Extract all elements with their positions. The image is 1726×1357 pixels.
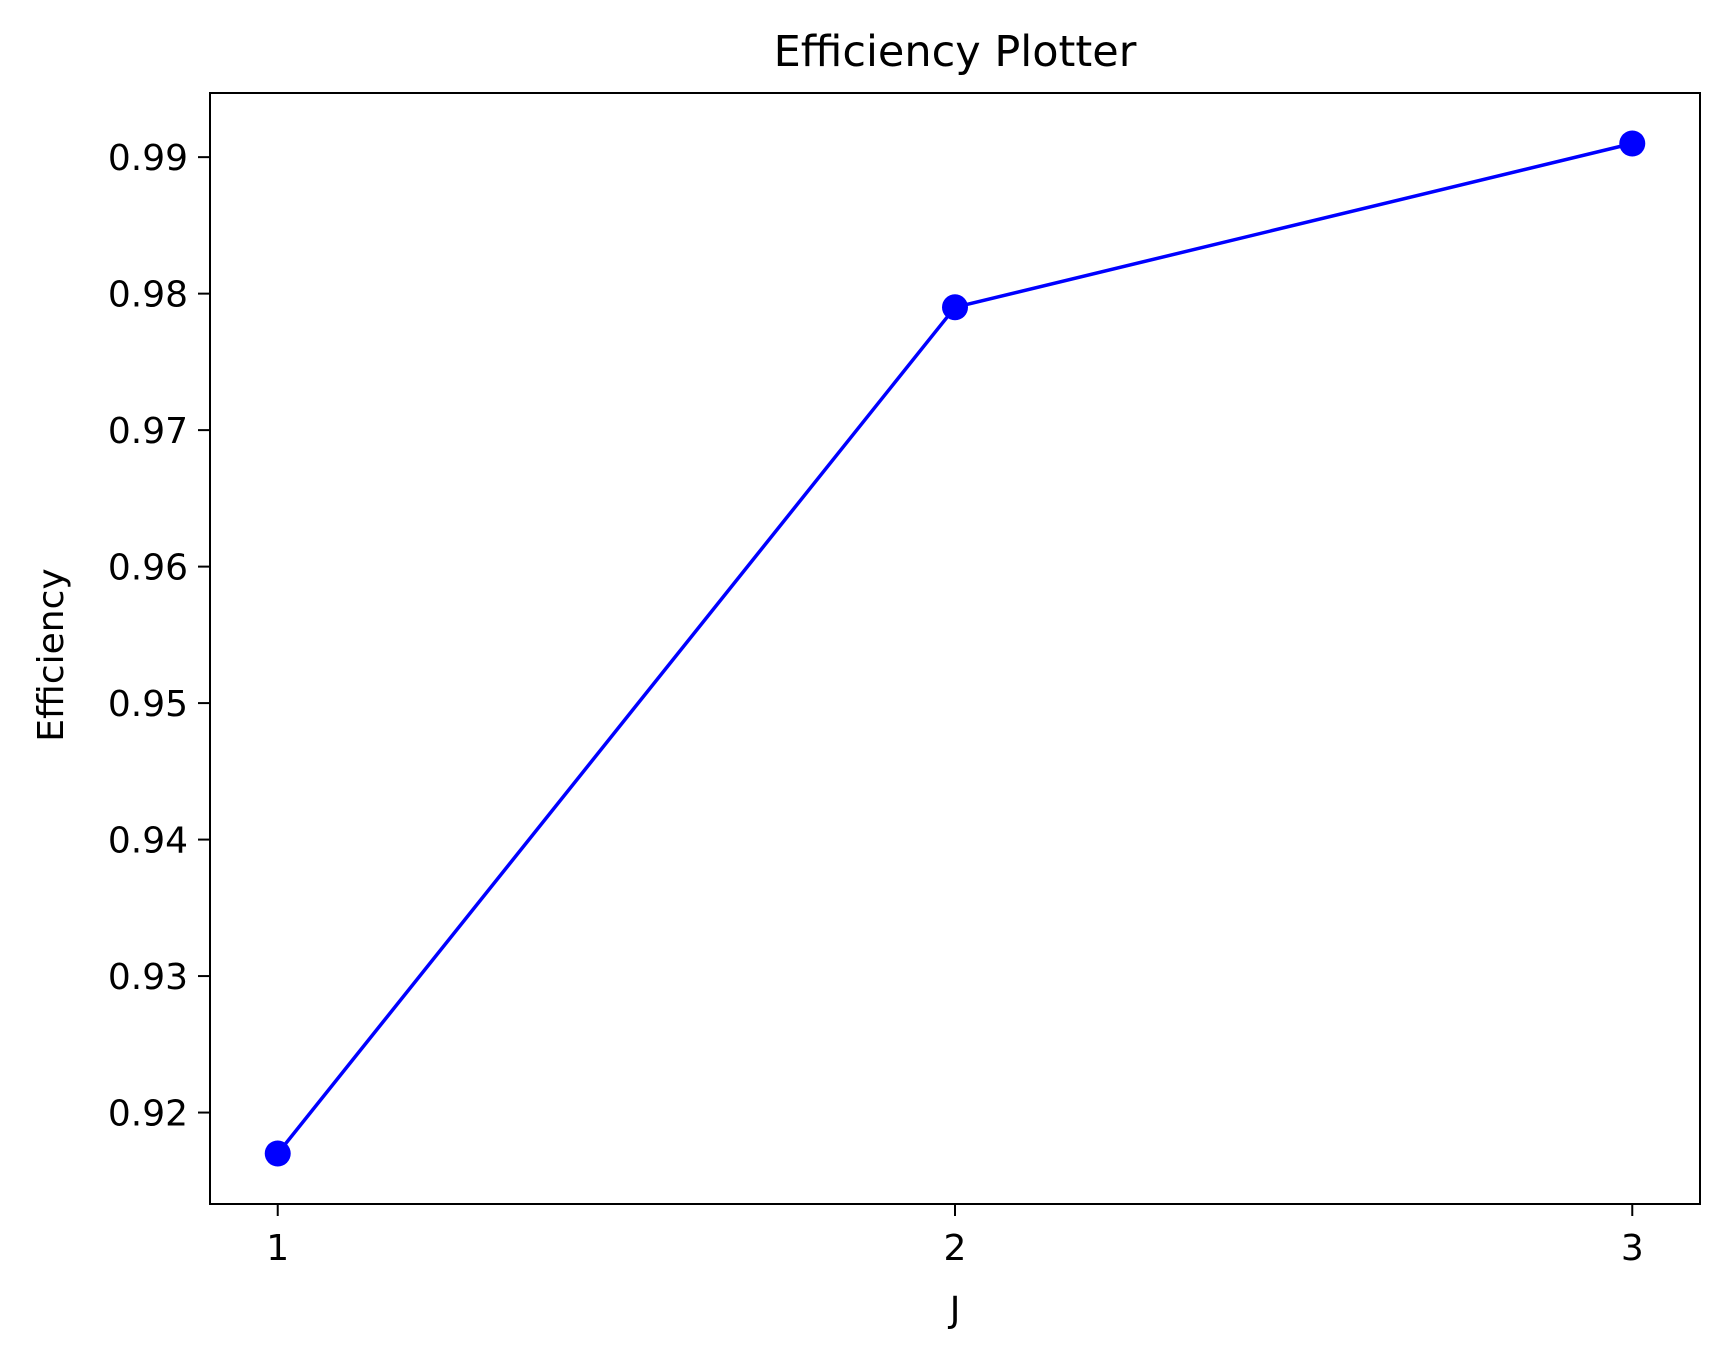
x-tick-label: 1	[266, 1228, 289, 1269]
x-axis-title: J	[948, 1290, 961, 1331]
x-tick-label: 2	[944, 1228, 967, 1269]
data-point	[264, 1140, 291, 1167]
y-tick-label: 0.92	[108, 1094, 188, 1135]
y-tick-label: 0.99	[108, 138, 188, 179]
y-tick-label: 0.96	[108, 548, 188, 589]
y-tick-label: 0.94	[108, 821, 188, 862]
y-tick-label: 0.98	[108, 275, 188, 316]
x-tick-label: 3	[1621, 1228, 1644, 1269]
x-axis: 1 2 3	[266, 1204, 1644, 1269]
data-point	[1619, 130, 1646, 157]
series-layer	[264, 130, 1646, 1167]
y-axis: 0.92 0.93 0.94 0.95 0.96 0.97 0.98 0.99	[108, 138, 210, 1135]
y-tick-label: 0.97	[108, 411, 188, 452]
y-tick-label: 0.93	[108, 957, 188, 998]
data-point	[942, 294, 968, 321]
y-axis-title: Efficiency	[31, 568, 72, 741]
y-tick-label: 0.95	[108, 684, 188, 725]
chart-title: Efficiency Plotter	[774, 27, 1137, 77]
